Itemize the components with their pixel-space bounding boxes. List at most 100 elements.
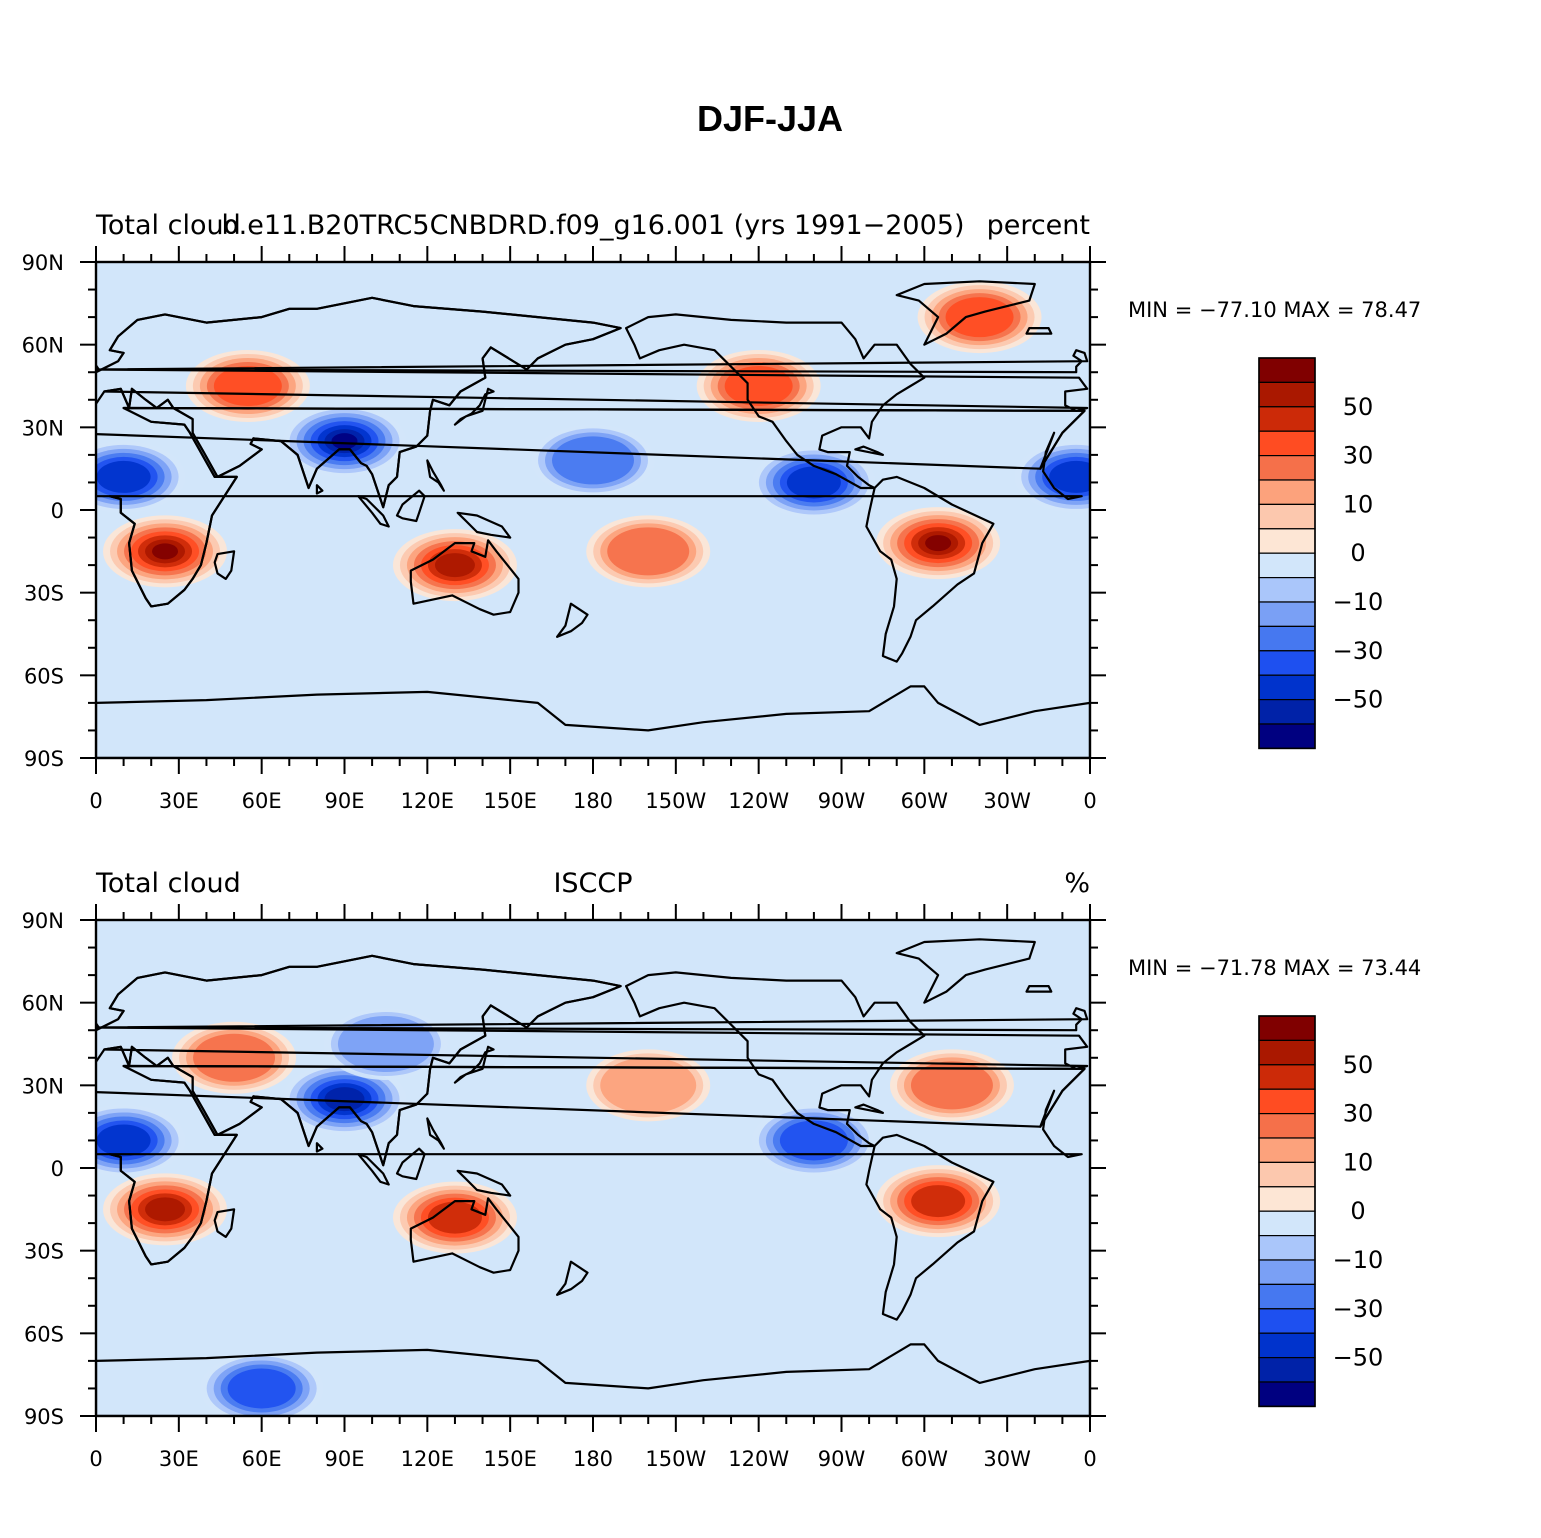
colorbar-box: [1258, 406, 1316, 432]
coastline-antarctica: [96, 1343, 1090, 1416]
colorbar-label: 10: [1343, 490, 1374, 518]
coastline-japan: [453, 1045, 495, 1084]
coastline-sumatra: [357, 495, 390, 528]
colorbar-box: [1258, 1210, 1316, 1237]
colorbar-frame: [1258, 1015, 1316, 1408]
coastline-philippines: [426, 459, 445, 492]
colorbar-box: [1258, 698, 1316, 725]
coastline-eurasia-wrap: [96, 296, 622, 509]
colorbar-box: [1258, 1161, 1316, 1188]
x-tick-label: 30E: [159, 789, 199, 813]
coastline-australia: [409, 539, 520, 616]
coastline-eurasia-wrap: [96, 954, 622, 1167]
contour-level: [786, 466, 841, 499]
axis-ticks: [80, 246, 1106, 774]
min-max-stats: MIN = −71.78 MAX = 73.44: [1128, 956, 1421, 980]
coastline-cuba: [854, 445, 885, 456]
colorbar-box: [1258, 552, 1316, 579]
coastline-iceland: [1025, 327, 1053, 335]
coastline-britain: [97, 349, 1089, 374]
colorbar-label: −10: [1333, 1246, 1384, 1274]
colorbar-box: [1258, 601, 1316, 627]
colorbar-label: −10: [1333, 588, 1384, 616]
x-tick-label: 90W: [818, 1447, 866, 1471]
x-tick-label: 150W: [645, 789, 706, 813]
coastline-srilanka: [315, 1142, 324, 1153]
x-tick-label: 180: [573, 1447, 613, 1471]
y-tick-label: 60S: [24, 1322, 64, 1346]
y-tick-label: 60N: [22, 334, 64, 358]
x-tick-label: 60W: [901, 789, 949, 813]
y-tick-label: 60N: [22, 992, 64, 1016]
colorbar-box: [1258, 1112, 1316, 1139]
colorbar-label: 10: [1343, 1148, 1374, 1176]
contour-level: [427, 1201, 482, 1234]
min-max-stats: MIN = −77.10 MAX = 78.47: [1128, 298, 1421, 322]
contour-level: [227, 1368, 296, 1409]
x-tick-label: 120W: [728, 789, 789, 813]
coastline-japan: [453, 387, 495, 426]
coastline-greenland: [895, 280, 1036, 346]
colorbar-box: [1258, 1015, 1316, 1041]
x-tick-label: 0: [1083, 789, 1096, 813]
contour-level: [434, 553, 475, 578]
y-tick-label: 90N: [22, 909, 64, 933]
colorbar-box: [1258, 1234, 1316, 1261]
x-tick-label: 180: [573, 789, 613, 813]
coastline-madagascar: [213, 1208, 236, 1239]
coastline-cuba: [854, 1103, 885, 1115]
colorbar-box: [1258, 723, 1316, 749]
coastline-samerica: [865, 1133, 995, 1321]
x-tick-label: 60W: [901, 1447, 949, 1471]
coastlines: [96, 280, 1090, 758]
x-tick-label: 150E: [483, 789, 536, 813]
colorbar: 50 30 10 0 −10 −30 −50: [1258, 357, 1384, 750]
coastline-newzealand: [555, 602, 589, 638]
coastline-antarctica: [96, 685, 1090, 758]
colorbar-label: 50: [1343, 393, 1374, 421]
x-tick-label: 30E: [159, 1447, 199, 1471]
panel-center-label: b.e11.B20TRC5CNBDRD.f09_g16.001 (yrs 199…: [222, 210, 965, 241]
coastline-namerica: [624, 971, 926, 1148]
coastline-africa-wrap: [96, 1064, 1086, 1266]
coastline-namerica: [624, 313, 926, 490]
colorbar-box: [1258, 650, 1316, 676]
y-tick-label: 90S: [24, 747, 64, 771]
y-tick-label: 60S: [24, 664, 64, 688]
coastline-srilanka: [315, 484, 324, 495]
y-tick-label: 30S: [24, 1240, 64, 1264]
contour-level: [213, 366, 282, 406]
colorbar-box: [1258, 1064, 1316, 1090]
colorbar-box: [1258, 430, 1316, 457]
colorbar-box: [1258, 381, 1316, 408]
x-tick-label: 60E: [242, 789, 282, 813]
contour-level: [96, 1124, 151, 1157]
x-tick-label: 90E: [325, 789, 365, 813]
coastline-newguinea: [456, 1169, 512, 1197]
contour-level: [910, 1061, 993, 1110]
x-tick-label: 0: [1083, 1447, 1096, 1471]
x-tick-label: 90E: [325, 1447, 365, 1471]
colorbar-label: 0: [1350, 539, 1365, 567]
coastline-africa-wrap: [96, 406, 1086, 608]
contour-level: [607, 527, 690, 576]
contour-level: [324, 1087, 365, 1112]
colorbar-box: [1258, 625, 1316, 652]
contour-level: [911, 1185, 966, 1218]
colorbar-label: −50: [1333, 686, 1384, 714]
coastline-borneo: [395, 489, 426, 523]
x-tick-label: 90W: [818, 789, 866, 813]
contour-level: [96, 460, 151, 493]
colorbar-frame: [1258, 357, 1316, 750]
contour-level: [1049, 460, 1090, 493]
colorbar-label: −30: [1333, 1295, 1384, 1323]
colorbar-box: [1258, 479, 1316, 505]
panel-left-label: Total cloud: [95, 210, 241, 241]
y-tick-label: 90N: [22, 251, 64, 275]
main-title: DJF-JJA: [697, 98, 843, 139]
y-tick-label: 30S: [24, 582, 64, 606]
colorbar-box: [1258, 576, 1316, 603]
coastline-newzealand: [555, 1260, 589, 1296]
anomaly-field: [96, 281, 1090, 602]
